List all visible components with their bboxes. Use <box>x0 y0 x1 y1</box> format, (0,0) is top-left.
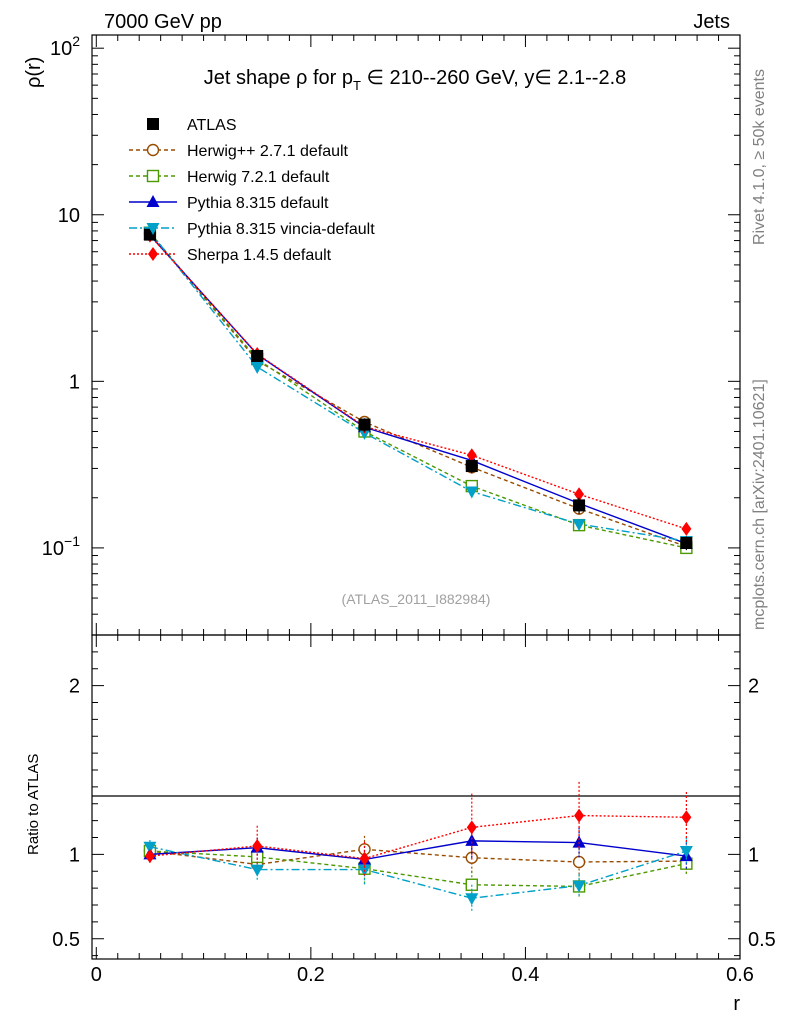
ratio-point <box>574 808 585 823</box>
ratio-point <box>466 820 477 835</box>
y-tick-label: 102 <box>50 33 80 60</box>
reference-point <box>573 499 586 512</box>
x-tick-label: 0.6 <box>726 964 754 986</box>
ratio-line <box>149 840 687 861</box>
x-tick-label: 0 <box>91 964 102 986</box>
series-point <box>465 486 479 499</box>
series-point <box>574 487 585 502</box>
ratio-tick-label: 0.5 <box>52 929 80 951</box>
y-tick-label: 1 <box>69 371 80 393</box>
reference-point <box>680 537 693 550</box>
mcplots-reference-label: mcplots.cern.ch [arXiv:2401.10621] <box>751 379 768 630</box>
ratio-point <box>143 841 157 854</box>
legend-label: Pythia 8.315 default <box>187 195 329 212</box>
ratio-point <box>681 810 692 825</box>
category-label: Jets <box>693 11 730 33</box>
reference-data <box>143 228 693 551</box>
ratio-tick-label: 1 <box>69 844 80 866</box>
ratio-tick-label-right: 1 <box>748 844 759 866</box>
chart-title: Jet shape ρ for pT ∈ 210--260 GeV, y∈ 2.… <box>204 67 627 93</box>
x-tick-label: 0.4 <box>512 964 540 986</box>
ratio-line <box>149 850 687 888</box>
x-axis-label: r <box>733 993 740 1015</box>
y-tick-label: 10−1 <box>42 533 80 560</box>
main-series-group <box>143 226 693 555</box>
ratio-plot-frame <box>91 634 741 960</box>
legend-marker <box>146 195 160 207</box>
axis-tick-labels: 0 0.2 0.4 0.6 10−1 1 10 102 0.5 0.5 1 1 2 2 <box>42 33 776 986</box>
series-point <box>572 519 586 532</box>
ratio-line <box>149 846 687 899</box>
series-line <box>149 235 687 530</box>
series-line <box>149 232 687 549</box>
ratio-series-group <box>143 781 693 912</box>
legend-marker <box>148 247 158 261</box>
ratio-point <box>144 849 155 864</box>
legend-marker <box>147 118 159 130</box>
ratio-point <box>251 850 264 864</box>
y-tick-label: 10 <box>58 205 80 227</box>
legend-entry: Pythia 8.315 default <box>129 195 329 212</box>
series-point <box>466 448 477 463</box>
ratio-point <box>679 846 693 858</box>
legend-entry: Herwig 7.2.1 default <box>129 169 330 186</box>
ratio-line <box>149 814 687 860</box>
ratio-series-4 <box>144 781 692 876</box>
y-axis-label: ρ(r) <box>23 57 45 88</box>
legend-marker <box>146 143 160 157</box>
ratio-point <box>359 851 370 866</box>
legend-marker <box>146 223 160 235</box>
ratio-point <box>250 864 264 877</box>
x-tick-label: 0.2 <box>297 964 325 986</box>
legend-label: Pythia 8.315 vincia-default <box>187 221 375 238</box>
ratio-point <box>572 855 586 869</box>
ratio-line <box>149 848 687 866</box>
ratio-tick-label-right: 2 <box>748 676 759 698</box>
ratio-point <box>465 893 479 906</box>
legend-entry: Herwig++ 2.7.1 default <box>129 143 349 160</box>
ratio-point <box>572 880 586 893</box>
series-point <box>358 427 372 440</box>
ratio-point <box>465 833 479 846</box>
legend-label: ATLAS <box>187 117 237 134</box>
ratio-tick-label: 2 <box>69 676 80 698</box>
series-line <box>149 231 687 542</box>
reference-point <box>358 418 371 431</box>
legend: ATLAS Herwig++ 2.7.1 default Herwig 7.2.1 … <box>129 117 375 264</box>
ratio-point <box>252 838 263 853</box>
legend-label: Herwig 7.2.1 default <box>187 169 330 186</box>
analysis-tag: (ATLAS_2011_I882984) <box>342 591 491 607</box>
ratio-tick-label-right: 0.5 <box>748 929 776 951</box>
legend-label: Herwig++ 2.7.1 default <box>187 143 349 160</box>
legend-entry: ATLAS <box>147 117 237 134</box>
rivet-version-label: Rivet 4.1.0, ≥ 50k events <box>751 69 768 245</box>
legend-marker <box>146 169 160 183</box>
ratio-point <box>572 835 586 848</box>
ratio-y-axis-label: Ratio to ATLAS <box>25 754 42 855</box>
series-line <box>149 232 687 548</box>
legend-entry: Pythia 8.315 vincia-default <box>129 221 375 238</box>
legend-entry: Sherpa 1.4.5 default <box>129 247 332 264</box>
reference-point <box>465 460 478 473</box>
series-point <box>681 521 692 536</box>
energy-label: 7000 GeV pp <box>104 11 222 33</box>
legend-label: Sherpa 1.4.5 default <box>187 247 332 264</box>
reference-point <box>251 349 264 362</box>
axis-ticks <box>92 35 741 959</box>
series-point <box>250 361 264 374</box>
